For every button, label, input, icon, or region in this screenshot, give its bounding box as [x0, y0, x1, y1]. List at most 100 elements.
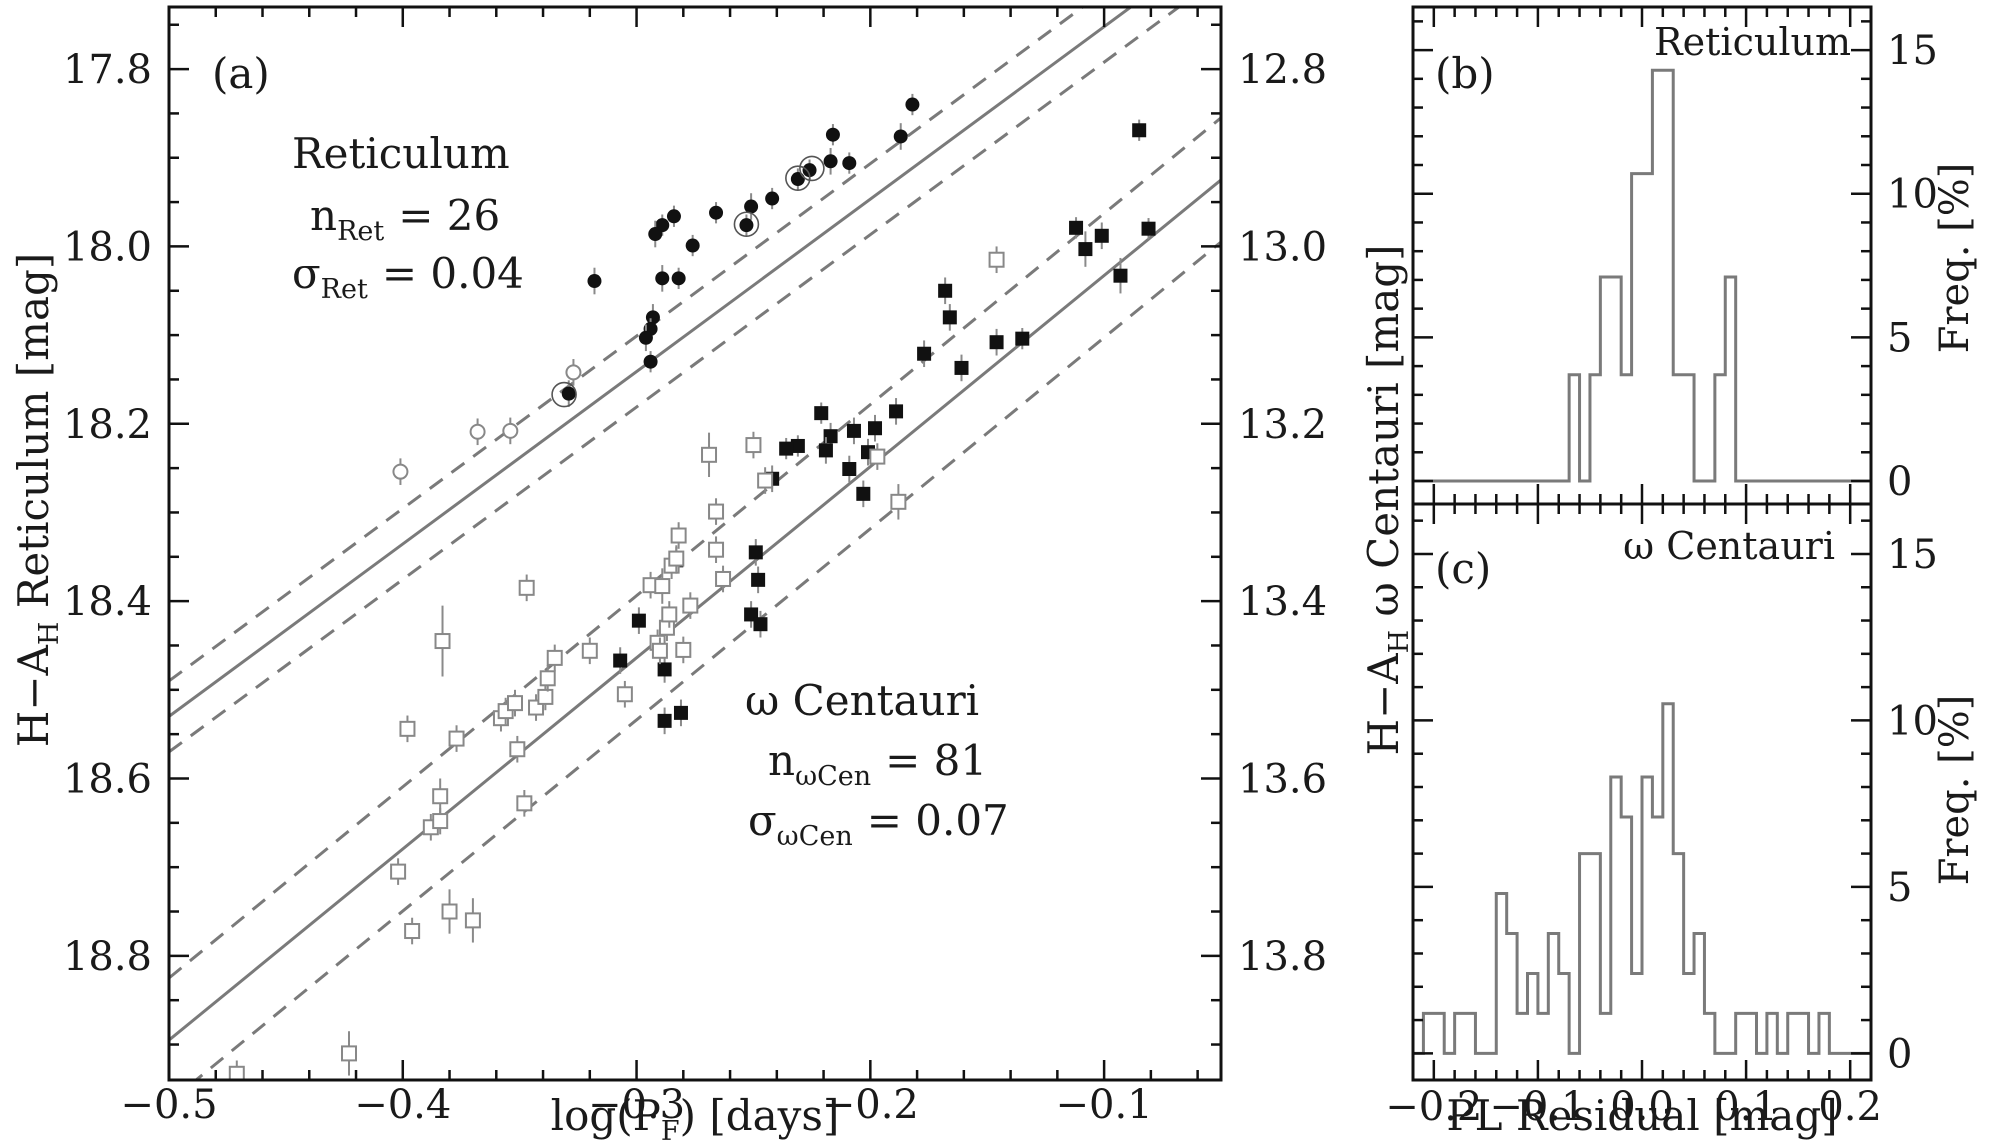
- point-filled-square-33: [613, 647, 628, 674]
- y-tick-label-right: 13.8: [1238, 934, 1327, 980]
- point-open-square-37: [708, 498, 725, 525]
- panel-a-scatter: −0.5 −0.4 −0.3 −0.2 −0.1 17.8 18.0 18.2 18.4 18.6…: [9, 5, 1415, 1145]
- panel-c-title: ω Centauri: [1623, 524, 1835, 568]
- x-tick-label: −0.1: [1056, 1082, 1153, 1128]
- point-filled-square-2: [1113, 257, 1128, 294]
- hist-y-tick-label: 0: [1887, 459, 1912, 505]
- point-filled-circle-15: [648, 220, 663, 248]
- point-filled-circle-9: [709, 202, 724, 224]
- point-open-square-14: [506, 689, 523, 717]
- point-open-square-33: [675, 636, 692, 664]
- point-open-square-38: [715, 565, 732, 593]
- point-filled-circle-18: [643, 351, 658, 373]
- point-filled-square-17: [842, 455, 857, 483]
- legend-reticulum: Reticulum nRet = 26 σRet = 0.04: [292, 129, 524, 305]
- y-tick-label-right: 13.0: [1238, 224, 1327, 270]
- point-filled-square-4: [1078, 231, 1093, 267]
- point-filled-square-32: [631, 607, 646, 634]
- legend-reticulum-n: nRet = 26: [310, 191, 500, 247]
- point-open-square-41: [869, 443, 886, 470]
- point-filled-square-21: [790, 435, 805, 457]
- panel-a-ticks: −0.5 −0.4 −0.3 −0.2 −0.1 17.8 18.0 18.2 18.4 18.6…: [63, 7, 1327, 1128]
- point-filled-circle-8: [744, 193, 759, 220]
- point-open-square-21: [546, 644, 563, 672]
- point-filled-square-10: [938, 277, 953, 305]
- y-tick-label-left: 18.0: [63, 224, 152, 270]
- point-filled-square-1: [1141, 218, 1156, 240]
- point-open-square-17: [518, 574, 535, 602]
- legend-omegacen-sigma: σωCen = 0.07: [748, 796, 1009, 852]
- point-open-circle-3: [565, 359, 582, 386]
- point-ring-2: [785, 165, 811, 191]
- point-open-square-39: [745, 431, 762, 459]
- histogram-outline: [1413, 702, 1871, 1055]
- point-open-circle-2: [502, 417, 519, 445]
- histogram-outline: [1413, 68, 1871, 483]
- y-tick-label-left: 17.8: [63, 47, 152, 93]
- point-filled-square-31: [657, 707, 672, 735]
- legend-reticulum-title: Reticulum: [292, 129, 510, 178]
- point-filled-circle-3: [825, 124, 840, 146]
- point-filled-square-25: [748, 539, 763, 566]
- point-filled-square-11: [917, 340, 932, 368]
- data-points: [228, 93, 1156, 1080]
- point-open-square-23: [616, 680, 633, 708]
- point-filled-circle-4: [823, 147, 838, 175]
- panel-b-label: (b): [1435, 49, 1495, 98]
- hist-y-tick-label: 15: [1887, 28, 1938, 74]
- x-tick-label: −0.3: [588, 1082, 685, 1128]
- hist-y-tick-label: 5: [1887, 865, 1912, 911]
- point-filled-square-9: [942, 304, 957, 331]
- hist-y-tick-label: 5: [1887, 315, 1912, 361]
- point-filled-circle-21: [561, 380, 576, 407]
- y-tick-label-right: 13.6: [1238, 756, 1327, 802]
- hist-x-tick-label: 0.1: [1714, 1084, 1778, 1130]
- panel-b-ylabel: Freq. [%]: [1932, 163, 1978, 354]
- hist-y-tick-label: 10: [1887, 698, 1938, 744]
- point-filled-square-13: [868, 414, 883, 442]
- panel-c-histogram: 0 5 10 15 −0.2 −0.1 0.0 0.1 0.2 (c) ω Centauri F…: [1385, 502, 1978, 1140]
- panel-a-frame: [167, 5, 1223, 1082]
- y-tick-label-left: 18.2: [63, 402, 152, 448]
- point-open-square-31: [668, 545, 685, 572]
- hist-x-tick-label: −0.2: [1385, 1084, 1482, 1130]
- x-tick-label: −0.4: [354, 1082, 451, 1128]
- point-open-square-36: [708, 536, 725, 564]
- point-filled-square-8: [954, 354, 969, 382]
- point-open-square-16: [516, 790, 533, 817]
- hist-x-tick-label: 0.0: [1610, 1084, 1674, 1130]
- hist-x-tick-label: 0.2: [1818, 1084, 1882, 1130]
- point-open-square-32: [670, 522, 687, 549]
- panel-b-histogram: 0 5 10 15 (b) Reticulum Freq. [%]: [1411, 5, 1978, 506]
- panel-b-title: Reticulum: [1654, 20, 1851, 64]
- point-open-square-40: [757, 467, 774, 494]
- point-filled-square-28: [673, 699, 688, 727]
- point-filled-square-20: [814, 402, 829, 424]
- x-tick-label: −0.5: [120, 1082, 217, 1128]
- point-open-square-11: [464, 898, 481, 943]
- point-open-square-8: [434, 605, 451, 677]
- point-ring-1: [733, 211, 760, 238]
- point-open-circle-1: [469, 418, 486, 446]
- point-filled-circle-11: [671, 267, 686, 289]
- hist-y-tick-label: 15: [1887, 532, 1938, 578]
- point-open-square-26: [651, 637, 668, 665]
- point-filled-square-27: [753, 610, 768, 638]
- point-open-square-7: [432, 778, 449, 814]
- point-filled-square-22: [779, 437, 794, 460]
- point-open-square-9: [441, 889, 458, 934]
- legend-omegacen: ω Centauri nωCen = 81 σωCen = 0.07: [745, 676, 1009, 852]
- point-filled-square-7: [989, 328, 1004, 356]
- hist-y-tick-label: 0: [1887, 1031, 1912, 1077]
- point-open-square-15: [509, 735, 526, 763]
- x-tick-label: −0.2: [822, 1082, 919, 1128]
- y-tick-label-right: 13.2: [1238, 402, 1327, 448]
- panel-c-ylabel: Freq. [%]: [1932, 695, 1978, 886]
- point-filled-square-30: [657, 656, 672, 683]
- x-axis-label-a: log(PF) [days]: [551, 1091, 840, 1145]
- point-open-square-2: [390, 858, 407, 885]
- point-filled-square-12: [889, 398, 904, 425]
- histogram-reticulum: [1413, 68, 1871, 483]
- point-filled-circle-22: [739, 214, 754, 236]
- point-filled-circle-12: [666, 205, 681, 227]
